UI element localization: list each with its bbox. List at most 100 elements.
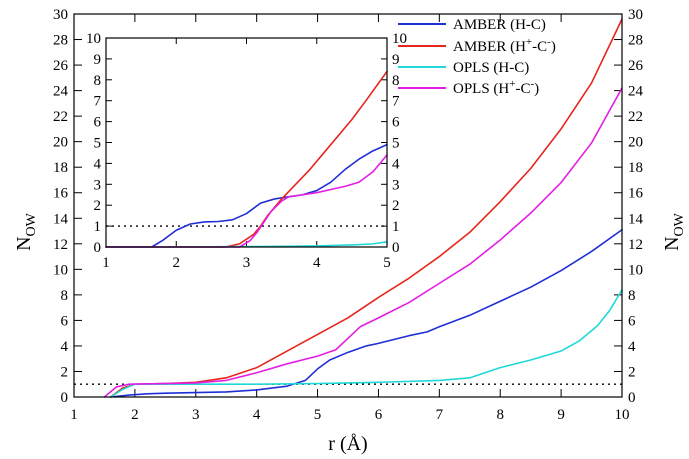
x-tick-label: 8 — [496, 407, 504, 423]
legend-opls-hpcm-sup2: - — [530, 78, 534, 90]
y-tick-label-right: 9 — [392, 52, 400, 68]
legend-label-opls-hc: OPLS (H-C) — [453, 60, 529, 76]
y-tick-label: 2 — [61, 364, 69, 380]
y-tick-label: 18 — [53, 160, 68, 176]
y-tick-label: 20 — [53, 135, 68, 151]
y-tick-label-right: 30 — [628, 7, 643, 23]
y-tick-label: 6 — [94, 115, 102, 131]
x-axis-title: r (Å) — [328, 433, 367, 455]
y-tick-label-right: 16 — [628, 186, 644, 202]
x-tick-label: 10 — [615, 407, 630, 423]
legend-amber-hpcm-end: ) — [551, 39, 556, 55]
inset-plot-panel: 1 2 3 4 50 01 12 23 34 45 56 67 78 89 910 10 — [86, 31, 407, 271]
y-tick-label: 26 — [53, 58, 69, 74]
legend-amber-hpcm-mid: -C — [532, 39, 547, 55]
x-tick-label: 9 — [557, 407, 565, 423]
series-line-amber-h-c — [109, 228, 623, 398]
y-tick-label: 0 — [94, 240, 102, 256]
x-tick-label: 4 — [313, 255, 321, 271]
y-tick-label-right: 26 — [628, 58, 644, 74]
legend-opls-hpcm-main: OPLS (H — [453, 81, 509, 97]
y-tick-label: 10 — [86, 31, 101, 47]
legend-amber-hpcm-sup2: - — [547, 36, 551, 48]
x-tick-label: 3 — [243, 255, 251, 271]
inset-plot-frame — [105, 37, 388, 248]
x-tick-label: 6 — [375, 407, 383, 423]
y-axis-title-sub-right: OW — [672, 212, 687, 236]
y-tick-label-right: 2 — [628, 364, 636, 380]
y-tick-label: 6 — [61, 313, 69, 329]
y-tick-label: 16 — [53, 186, 69, 202]
y-tick-label-right: 22 — [628, 109, 643, 125]
y-axis-title-right: NOW — [661, 212, 687, 251]
y-tick-label-right: 28 — [628, 33, 643, 49]
x-tick-label: 5 — [314, 407, 322, 423]
y-tick-label-right: 7 — [392, 94, 400, 110]
legend-opls-hpcm-mid: -C — [515, 81, 530, 97]
y-tick-label-right: 4 — [392, 156, 400, 172]
y-tick-label: 8 — [94, 73, 102, 89]
x-tick-label: 3 — [192, 407, 200, 423]
y-tick-label: 2 — [94, 198, 102, 214]
inset-background — [106, 38, 387, 247]
x-tick-label: 5 — [383, 255, 391, 271]
legend-entry-opls-hc: OPLS (H-C) — [398, 60, 529, 76]
legend-opls-hpcm-sup1: + — [509, 78, 515, 90]
y-tick-label: 12 — [53, 237, 68, 253]
y-tick-label-right: 6 — [392, 115, 400, 131]
series-line-amber-h-c — [105, 143, 388, 248]
y-axis-title-left: NOW — [13, 212, 39, 251]
legend: AMBER (H-C) AMBER (H+-C-) OPLS (H-C) OPL… — [398, 17, 556, 97]
y-tick-label: 0 — [61, 390, 69, 406]
y-tick-label: 10 — [53, 262, 68, 278]
y-tick-label-right: 18 — [628, 160, 643, 176]
x-tick-label: 1 — [70, 407, 78, 423]
y-tick-label: 9 — [94, 52, 102, 68]
main-series-group — [103, 18, 623, 398]
y-tick-label: 8 — [61, 288, 69, 304]
x-tick-label: 4 — [253, 407, 261, 423]
legend-label-amber-hpcm: AMBER (H+-C-) — [453, 36, 556, 55]
y-tick-label-right: 20 — [628, 135, 643, 151]
y-tick-label-right: 2 — [392, 198, 400, 214]
y-tick-label-right: 24 — [628, 84, 644, 100]
inset-tick-labels: 1 2 3 4 50 01 12 23 34 45 56 67 78 89 910 10 — [86, 31, 407, 271]
legend-entry-opls-hpcm: OPLS (H+-C-) — [398, 78, 539, 97]
y-tick-label-right: 12 — [628, 237, 643, 253]
y-tick-label: 24 — [53, 84, 69, 100]
legend-entry-amber-hpcm: AMBER (H+-C-) — [398, 36, 556, 55]
x-tick-label: 2 — [131, 407, 139, 423]
x-tick-label: 1 — [102, 255, 110, 271]
svg-text:NOW: NOW — [661, 212, 687, 251]
y-tick-label-right: 10 — [392, 31, 407, 47]
legend-amber-hpcm-main: AMBER (H — [453, 39, 526, 55]
main-axis-ticks — [73, 13, 623, 398]
legend-label-opls-hpcm: OPLS (H+-C-) — [453, 78, 539, 97]
y-tick-label: 5 — [94, 136, 102, 152]
y-tick-label: 1 — [94, 219, 102, 235]
y-tick-label-right: 8 — [392, 73, 400, 89]
y-tick-label: 4 — [61, 339, 69, 355]
series-line-opls-h-c — [103, 87, 623, 398]
y-tick-label-right: 8 — [628, 288, 636, 304]
y-tick-label: 22 — [53, 109, 68, 125]
y-tick-label-right: 0 — [628, 390, 636, 406]
y-axis-title-main-right: N — [661, 236, 683, 250]
legend-label-amber-hc: AMBER (H-C) — [453, 17, 546, 33]
y-tick-label: 7 — [94, 94, 102, 110]
y-tick-label-right: 0 — [392, 240, 400, 256]
y-tick-label: 4 — [94, 156, 102, 172]
legend-entry-amber-hc: AMBER (H-C) — [398, 17, 546, 33]
y-tick-label-right: 4 — [628, 339, 636, 355]
y-tick-label: 14 — [53, 211, 69, 227]
legend-amber-hpcm-sup1: + — [526, 36, 532, 48]
series-line-amber-h-c — [105, 70, 388, 248]
y-tick-label-right: 14 — [628, 211, 644, 227]
y-axis-title-sub: OW — [24, 212, 39, 236]
y-axis-title-main: N — [13, 236, 35, 250]
legend-opls-hpcm-end: ) — [534, 81, 539, 97]
y-tick-label: 3 — [94, 177, 102, 193]
y-tick-label-right: 6 — [628, 313, 636, 329]
